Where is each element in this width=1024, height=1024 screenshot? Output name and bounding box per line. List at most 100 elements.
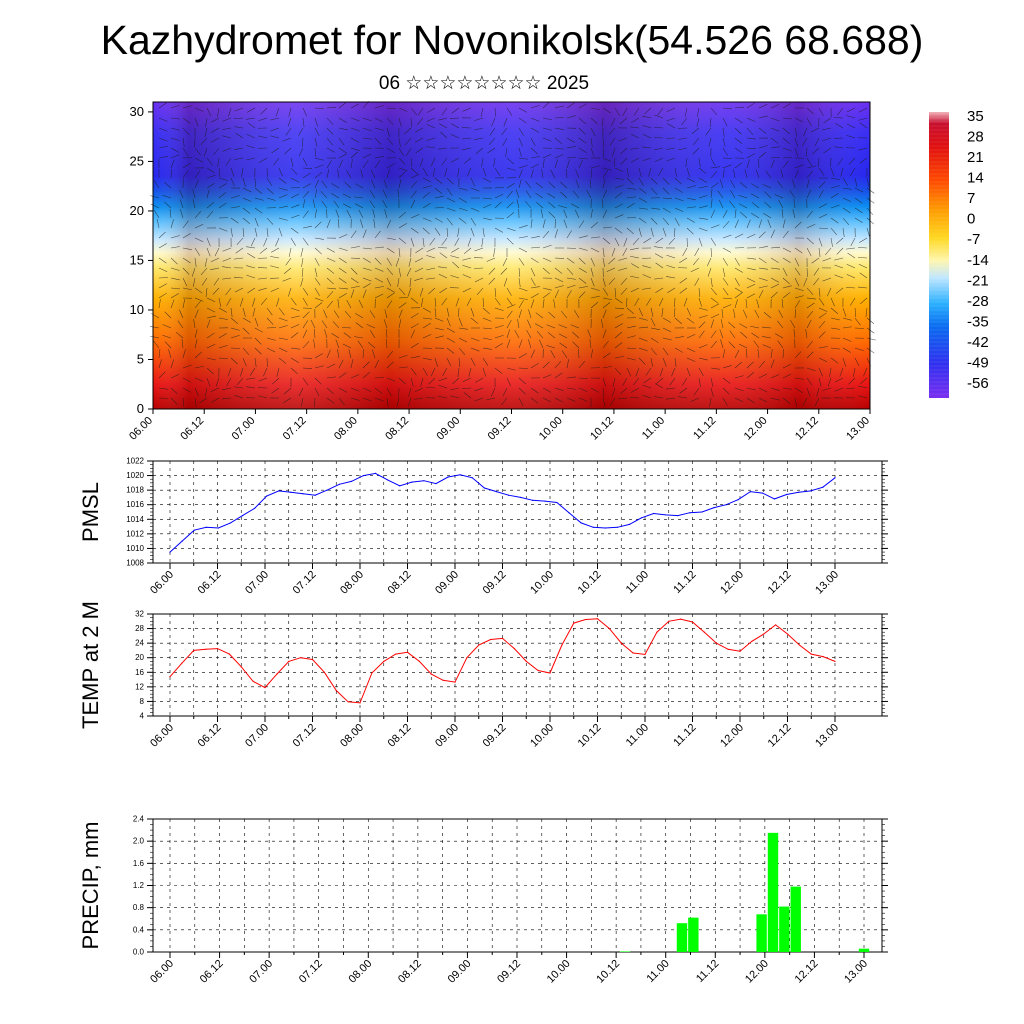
wind-barb	[170, 147, 180, 153]
wind-barb	[733, 309, 736, 319]
wind-barb	[679, 387, 688, 394]
x-tick-label: 11.00	[644, 958, 671, 985]
wind-barb	[633, 107, 640, 116]
wind-barb	[409, 277, 412, 287]
wind-barb	[638, 197, 648, 203]
wind-barb	[446, 347, 455, 354]
wind-barb	[266, 177, 273, 186]
wind-barb	[302, 311, 310, 319]
wind-barb	[763, 213, 772, 219]
data-point	[228, 653, 230, 655]
data-point	[653, 512, 655, 515]
wind-barb	[806, 165, 816, 169]
wind-barb	[854, 327, 865, 329]
wind-barb	[494, 307, 504, 311]
wind-barb	[182, 287, 192, 291]
wind-barb	[230, 335, 240, 339]
wind-barb	[777, 340, 784, 349]
data-point	[749, 491, 751, 493]
data-point	[520, 496, 522, 499]
wind-barb	[266, 347, 276, 353]
precip-bar	[619, 951, 631, 952]
wind-barb	[331, 332, 340, 339]
wind-barb	[458, 327, 468, 330]
wind-barb	[662, 337, 672, 341]
wind-barb	[614, 323, 623, 329]
wind-barb	[750, 325, 760, 329]
wind-barb	[566, 267, 574, 275]
wind-barb	[210, 137, 220, 143]
wind-barb	[468, 367, 472, 377]
wind-barb	[611, 117, 616, 127]
wind-barb	[500, 267, 508, 275]
wind-barb	[842, 337, 852, 342]
wind-barb	[506, 339, 511, 349]
wind-barb	[782, 373, 792, 379]
wind-barb	[398, 147, 404, 156]
wind-barb	[722, 277, 729, 286]
wind-barb	[734, 299, 738, 309]
wind-barb	[515, 189, 520, 199]
heatmap-x-tick-label: 08.12	[383, 415, 411, 443]
wind-barb	[422, 185, 432, 189]
wind-barb	[314, 164, 324, 169]
wind-barb	[206, 307, 216, 313]
y-tick-label: 12	[135, 682, 144, 691]
wind-barb	[170, 235, 180, 239]
wind-barb	[230, 327, 240, 331]
wind-barb	[554, 387, 564, 391]
wind-barb	[806, 340, 813, 349]
data-point	[585, 618, 587, 621]
wind-barb	[542, 397, 552, 403]
data-point	[300, 657, 302, 659]
wind-barb	[164, 341, 172, 349]
data-point	[656, 631, 658, 633]
wind-barb	[506, 367, 516, 371]
wind-barb	[730, 190, 736, 199]
wind-barb	[326, 387, 334, 395]
colorbar-label: 0	[967, 211, 975, 228]
wind-barb	[470, 337, 480, 342]
wind-barb	[734, 349, 740, 359]
wind-barb	[526, 330, 532, 339]
wind-barb	[450, 275, 460, 279]
wind-barb	[205, 287, 208, 297]
wind-barb	[518, 309, 522, 319]
wind-barb	[734, 267, 743, 273]
wind-barb	[842, 326, 852, 329]
wind-barb	[830, 297, 835, 307]
wind-barb	[602, 117, 604, 127]
wind-barb	[547, 192, 556, 199]
precip-bar	[858, 948, 870, 952]
wind-barb	[218, 297, 222, 307]
x-tick-label: 12.00	[718, 569, 746, 597]
wind-barb	[622, 377, 628, 386]
wind-barb	[275, 237, 280, 247]
heatmap-x-tick-label: 09.00	[434, 415, 462, 443]
wind-barb	[650, 307, 654, 317]
wind-barb	[314, 297, 324, 302]
wind-barb	[746, 267, 756, 271]
wind-barb	[374, 160, 381, 169]
wind-barb	[410, 356, 420, 359]
precip-bar	[756, 914, 767, 952]
wind-barb	[182, 162, 191, 169]
wind-barb	[290, 186, 300, 189]
data-point	[834, 660, 836, 662]
wind-barb	[420, 377, 424, 387]
wind-barb	[482, 317, 492, 322]
wind-barb	[350, 147, 360, 151]
heatmap-y-tick-label: 30	[130, 104, 144, 119]
wind-barb	[194, 329, 198, 339]
wind-barb	[222, 135, 232, 139]
wind-barb	[746, 387, 756, 391]
wind-barb	[463, 247, 472, 255]
wind-barb	[859, 272, 868, 279]
wind-barb	[698, 185, 708, 189]
wind-barb	[698, 330, 705, 339]
wind-barb	[866, 187, 875, 194]
x-tick-label: 10.12	[594, 958, 622, 986]
wind-barb	[246, 265, 256, 269]
heatmap-x-tick-label: 06.00	[127, 415, 155, 443]
wind-barb	[444, 167, 448, 177]
